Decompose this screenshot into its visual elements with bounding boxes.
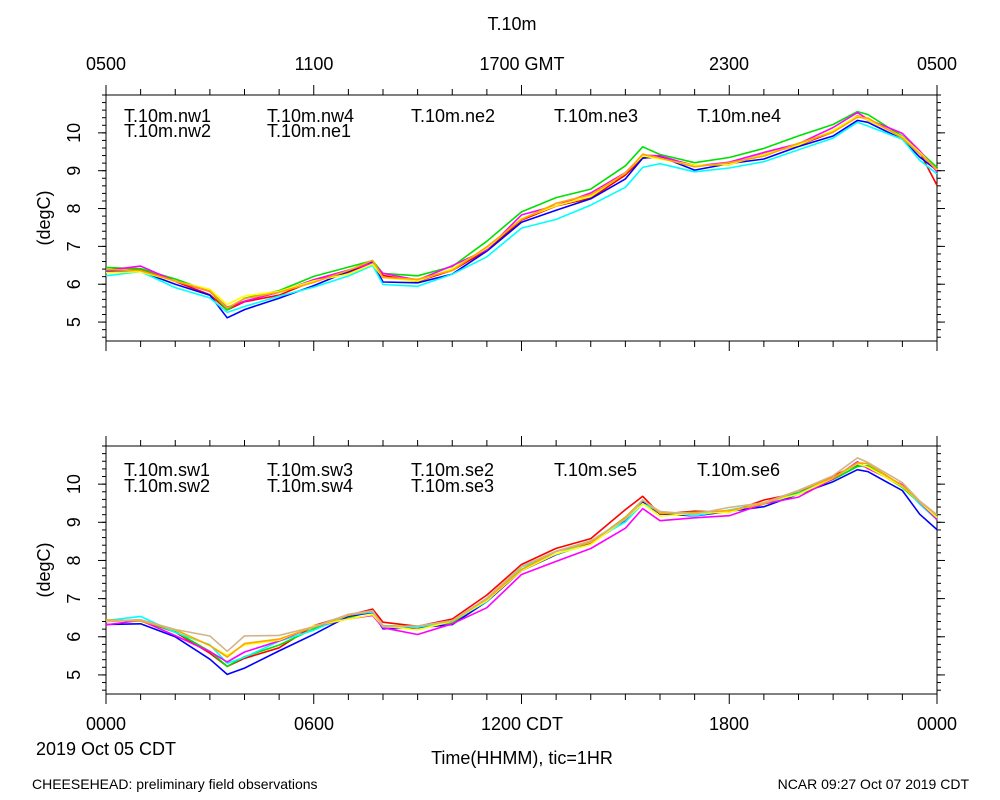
bottom-axis-tick-label: 1200 CDT bbox=[481, 714, 563, 734]
y-tick-label: 9 bbox=[64, 166, 84, 176]
bottom-axis-tick-label: 0000 bbox=[86, 714, 126, 734]
legend-entry: T.10m.ne2 bbox=[411, 106, 495, 126]
y-tick-label: 10 bbox=[64, 123, 84, 143]
y-tick-label: 6 bbox=[64, 279, 84, 289]
bottom-series-lines bbox=[105, 457, 938, 676]
series-line-t-10m-nw4 bbox=[105, 119, 938, 319]
legend-entry: T.10m.nw1 bbox=[124, 106, 211, 126]
footer-left: CHEESEHEAD: preliminary field observatio… bbox=[32, 776, 318, 792]
top-axis-tick-label: 0500 bbox=[86, 54, 126, 74]
y-tick-label: 7 bbox=[64, 241, 84, 251]
legend-entry: T.10m.se3 bbox=[411, 476, 494, 496]
series-line-t-10m-se6 bbox=[105, 457, 938, 653]
top-panel: (degC) 5 6 7 8 9 10 T.10m.nw1 T.10m.nw2 … bbox=[34, 85, 945, 351]
series-line-t-10m-sw4 bbox=[105, 463, 938, 664]
bottom-y-tick-labels: 5 6 7 8 9 10 bbox=[64, 474, 84, 680]
series-line-t-10m-sw3 bbox=[105, 468, 938, 676]
y-tick-label: 8 bbox=[64, 555, 84, 565]
y-tick-label: 5 bbox=[64, 670, 84, 680]
series-line-t-10m-ne1 bbox=[105, 121, 938, 314]
legend-entry: T.10m.ne1 bbox=[267, 121, 351, 141]
bottom-y-axis-label: (degC) bbox=[34, 542, 54, 597]
legend-entry: T.10m.se6 bbox=[697, 460, 780, 480]
x-axis-label: Time(HHMM), tic=1HR bbox=[431, 748, 613, 768]
legend-entry: T.10m.sw2 bbox=[124, 476, 210, 496]
y-tick-label: 6 bbox=[64, 632, 84, 642]
y-tick-label: 9 bbox=[64, 517, 84, 527]
series-line-t-10m-se5 bbox=[105, 462, 938, 658]
y-tick-label: 7 bbox=[64, 594, 84, 604]
footer-right: NCAR 09:27 Oct 07 2019 CDT bbox=[778, 776, 970, 792]
bottom-axis-tick-label: 0000 bbox=[917, 714, 957, 734]
bottom-panel: (degC) 5 6 7 8 9 10 T.10m.sw1 T.10m.sw2 … bbox=[34, 436, 945, 704]
top-axis-tick-label: 2300 bbox=[709, 54, 749, 74]
series-line-t-10m-se2 bbox=[105, 461, 938, 663]
y-tick-label: 8 bbox=[64, 204, 84, 214]
legend-entry: T.10m.se5 bbox=[554, 460, 637, 480]
top-axis-tick-label: 0500 bbox=[917, 54, 957, 74]
top-y-tick-labels: 5 6 7 8 9 10 bbox=[64, 123, 84, 327]
legend-entry: T.10m.nw2 bbox=[124, 121, 211, 141]
bottom-ticks bbox=[98, 436, 945, 704]
legend-entry: T.10m.ne3 bbox=[554, 106, 638, 126]
top-axis-tick-label: 1700 GMT bbox=[479, 54, 564, 74]
legend-entry: T.10m.sw1 bbox=[124, 460, 210, 480]
legend-entry: T.10m.se2 bbox=[411, 460, 494, 480]
y-tick-label: 5 bbox=[64, 317, 84, 327]
series-line-t-10m-sw1 bbox=[105, 464, 938, 668]
legend-entry: T.10m.nw4 bbox=[267, 106, 354, 126]
legend-entry: T.10m.sw4 bbox=[267, 476, 353, 496]
legend-entry: T.10m.ne4 bbox=[697, 106, 781, 126]
series-line-t-10m-ne4 bbox=[105, 116, 938, 309]
date-label: 2019 Oct 05 CDT bbox=[36, 739, 176, 759]
bottom-legend: T.10m.sw1 T.10m.sw2 T.10m.sw3 T.10m.sw4 … bbox=[124, 460, 780, 496]
legend-entry: T.10m.sw3 bbox=[267, 460, 353, 480]
top-ticks bbox=[98, 85, 945, 351]
top-series-lines bbox=[105, 110, 938, 319]
bottom-axis-tick-label: 0600 bbox=[294, 714, 334, 734]
figure-title: T.10m bbox=[487, 14, 536, 34]
series-line-t-10m-nw2 bbox=[105, 110, 938, 311]
top-y-axis-label: (degC) bbox=[34, 190, 54, 245]
bottom-axis-tick-label: 1800 bbox=[709, 714, 749, 734]
series-line-t-10m-se3 bbox=[105, 462, 938, 657]
series-line-t-10m-ne2 bbox=[105, 111, 938, 309]
top-legend: T.10m.nw1 T.10m.nw2 T.10m.nw4 T.10m.ne1 … bbox=[124, 106, 781, 141]
y-tick-label: 10 bbox=[64, 474, 84, 494]
top-axis-tick-label: 1100 bbox=[295, 54, 334, 74]
